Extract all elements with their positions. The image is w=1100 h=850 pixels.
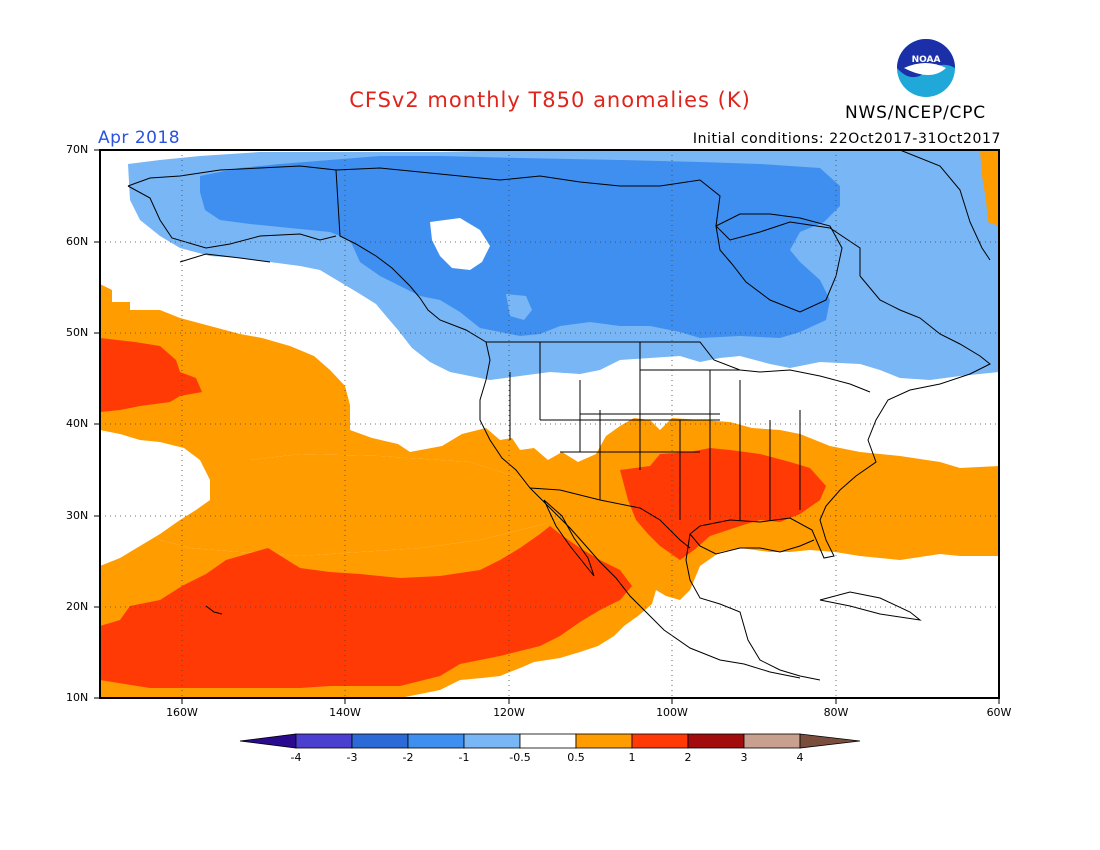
lon-label: 140W (329, 706, 361, 719)
anomaly-region-red-subtropics (100, 526, 632, 688)
colorbar-label: -1 (458, 751, 470, 764)
colorbar-cell-m2-m1 (407, 733, 465, 749)
chart-title: CFSv2 monthly T850 anomalies (K) (349, 88, 751, 112)
anomaly-region-orange-greenland (980, 150, 999, 226)
colorbar-cell-p1-p2 (631, 733, 689, 749)
anomaly-region-neutral-bc (430, 218, 490, 270)
anomaly-region-red-northpacific (100, 338, 202, 412)
colorbar-label: -2 (402, 751, 414, 764)
agency-label: NWS/NCEP/CPC (845, 103, 986, 123)
lat-label: 50N (66, 326, 89, 339)
lat-label: 60N (66, 235, 89, 248)
noaa-logo: NOAA (897, 39, 955, 97)
lat-label: 30N (66, 509, 89, 522)
colorbar (239, 733, 861, 749)
colorbar-cell-m4-m3 (295, 733, 353, 749)
colorbar-cell-above-p4 (799, 733, 861, 749)
colorbar-label: -0.5 (509, 751, 531, 764)
initial-conditions: Initial conditions: 22Oct2017-31Oct2017 (692, 131, 1001, 147)
forecast-month: Apr 2018 (98, 128, 181, 148)
lon-label: 60W (986, 706, 1012, 719)
map-field (100, 150, 999, 698)
colorbar-label: 3 (740, 751, 748, 764)
colorbar-label: -3 (346, 751, 358, 764)
colorbar-label: -4 (290, 751, 302, 764)
colorbar-cell-neutral (519, 733, 577, 749)
lat-label: 70N (66, 143, 89, 156)
colorbar-cell-p2-p3 (687, 733, 745, 749)
lat-label: 40N (66, 417, 89, 430)
anomaly-region-neutral-pacific (100, 430, 210, 566)
lon-label: 100W (656, 706, 688, 719)
lon-label: 120W (493, 706, 525, 719)
colorbar-cell-m1-m05 (463, 733, 521, 749)
anomaly-region-blue-canada (200, 156, 840, 338)
colorbar-cell-m3-m2 (351, 733, 409, 749)
colorbar-cell-p3-p4 (743, 733, 801, 749)
anomaly-region-orange-central (140, 440, 560, 556)
lon-label: 160W (166, 706, 198, 719)
colorbar-label: 1 (628, 751, 636, 764)
anomaly-region-lightblue-notch (506, 294, 532, 320)
axis-ticks (94, 149, 1000, 704)
colorbar-label: 2 (684, 751, 692, 764)
logo-text: NOAA (912, 55, 941, 65)
colorbar-label: 4 (796, 751, 804, 764)
lon-label: 80W (823, 706, 849, 719)
colorbar-cell-below-m4 (239, 733, 297, 749)
lat-label: 10N (66, 691, 89, 704)
lat-label: 20N (66, 600, 89, 613)
colorbar-label: 0.5 (567, 751, 585, 764)
colorbar-cell-p05-p1 (575, 733, 633, 749)
coastlines (127, 150, 991, 681)
